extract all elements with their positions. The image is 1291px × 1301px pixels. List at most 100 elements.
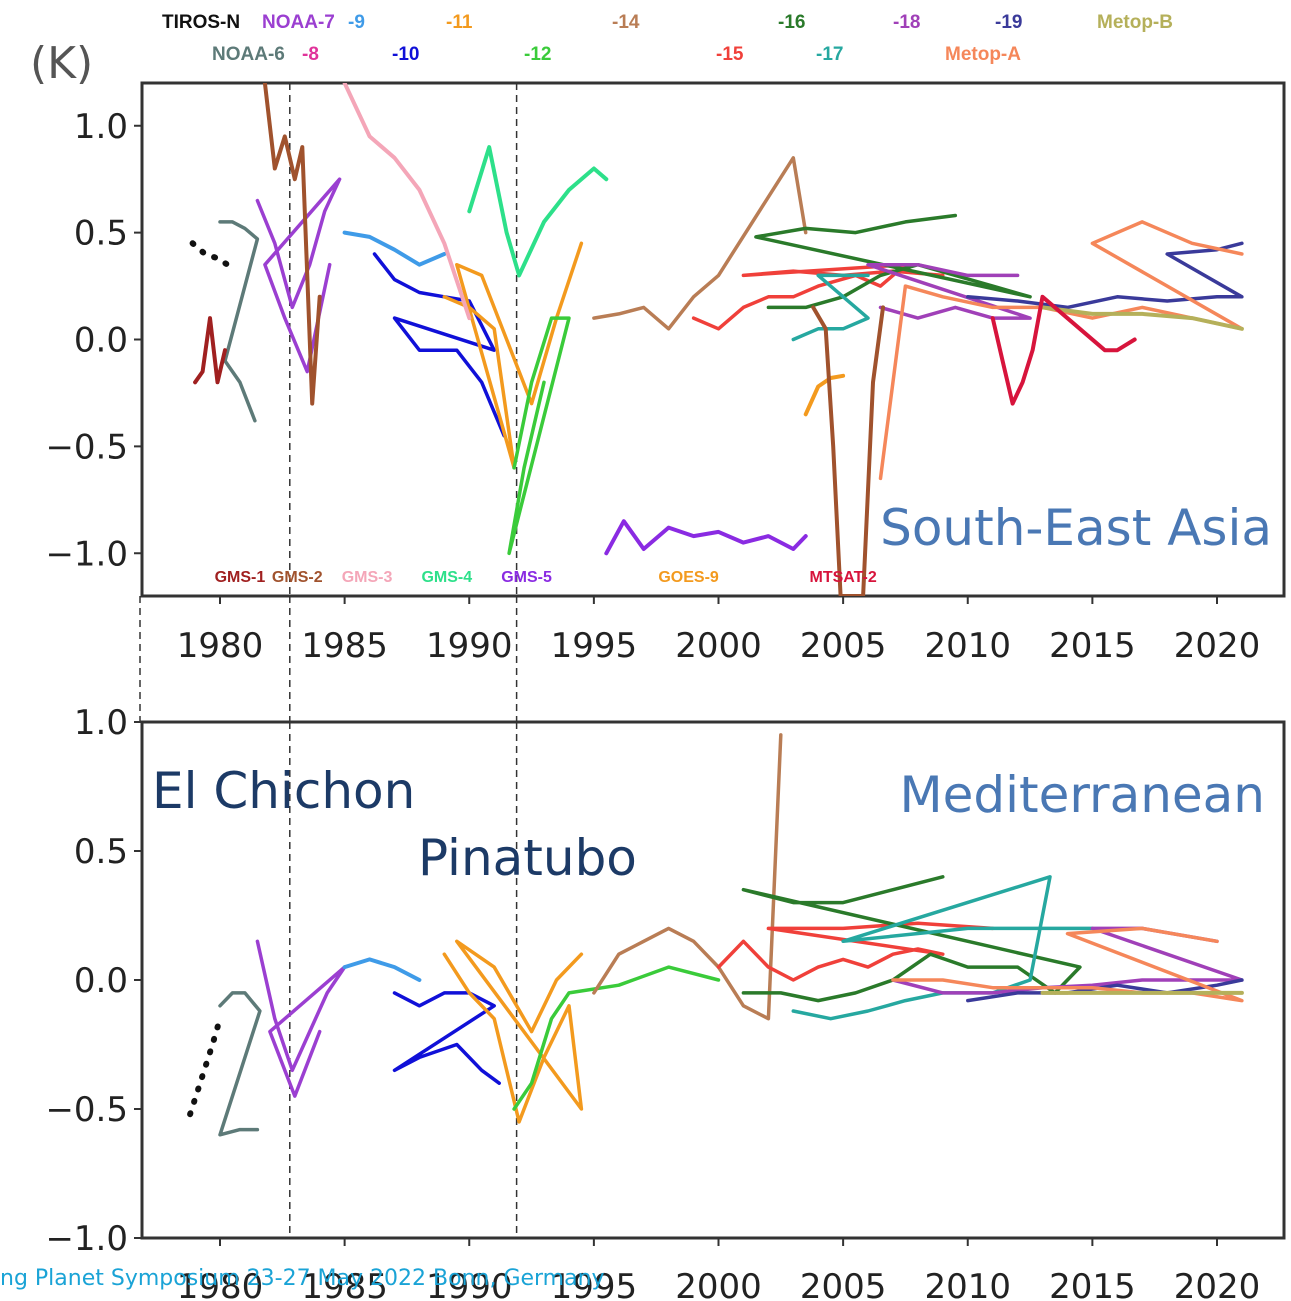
series-gms-4 bbox=[467, 145, 609, 278]
event-label-pinatubo: Pinatubo bbox=[418, 829, 637, 887]
geo-label-mtsat-2: MTSAT-2 bbox=[809, 569, 876, 586]
series-12 bbox=[512, 965, 721, 1111]
series-16 bbox=[741, 875, 1082, 1003]
x-tick-label: 1995 bbox=[551, 626, 638, 666]
legend-item-19: -19 bbox=[995, 12, 1022, 33]
panel-mediterranean: 1980 1985 1990 1995 2000 2005 2010 2015 2020 1.0 0… bbox=[45, 703, 1286, 1301]
x-tick-label: 1980 bbox=[177, 626, 264, 666]
legend-item-9: -9 bbox=[348, 12, 365, 33]
series-gms-2b bbox=[811, 305, 885, 596]
series-10 bbox=[392, 991, 501, 1085]
y-tick-label: −1.0 bbox=[45, 1219, 128, 1259]
series-11 bbox=[442, 241, 584, 470]
x-tick-label: 2020 bbox=[1174, 626, 1261, 666]
series-goes-9 bbox=[803, 373, 846, 417]
event-label-el-chichon: El Chichon bbox=[152, 762, 415, 820]
series-9 bbox=[342, 957, 422, 982]
y-tick-label: 0.0 bbox=[74, 961, 128, 1001]
series-noaa-7 bbox=[255, 177, 342, 374]
geo-satellite-labels: GMS-1 GMS-2 GMS-3 GMS-4 GMS-5 GOES-9 MTSAT-2 bbox=[215, 569, 877, 586]
legend-item-10: -10 bbox=[392, 44, 419, 65]
footer-text: ng Planet Symposium 23-27 May 2022 Bonn,… bbox=[0, 1266, 605, 1291]
x-tick-label: 2015 bbox=[1049, 1267, 1136, 1301]
geo-label-gms-1: GMS-1 bbox=[215, 569, 266, 586]
ticks-top: 1980 1985 1990 1995 2000 2005 2010 2015 2020 1.0 0… bbox=[45, 107, 1260, 666]
x-tick-label: 1980 bbox=[177, 1267, 264, 1301]
satellite-legend: TIROS-N NOAA-6 NOAA-7 -8 -9 -10 -11 -12 -14 -15 -1… bbox=[162, 12, 1173, 65]
y-tick-label: 1.0 bbox=[74, 107, 128, 147]
x-tick-label: 2000 bbox=[675, 1267, 762, 1301]
geo-label-gms-2: GMS-2 bbox=[272, 569, 323, 586]
y-tick-label: 0.5 bbox=[74, 214, 128, 254]
legend-item-15: -15 bbox=[716, 44, 744, 65]
legend-item-8: -8 bbox=[302, 44, 319, 65]
x-tick-label: 2010 bbox=[924, 626, 1011, 666]
legend-item-12: -12 bbox=[524, 44, 551, 65]
series-noaa-6 bbox=[218, 991, 262, 1137]
series-15 bbox=[716, 921, 995, 982]
y-tick-label: 0.0 bbox=[74, 321, 128, 361]
x-tick-label: 1990 bbox=[426, 1267, 513, 1301]
series-top bbox=[189, 83, 1244, 596]
x-tick-label: 1995 bbox=[551, 1267, 638, 1301]
series-metop-a bbox=[878, 220, 1244, 481]
series-11 bbox=[442, 939, 584, 1124]
legend-item-17: -17 bbox=[816, 44, 843, 65]
legend-item-16: -16 bbox=[778, 12, 805, 33]
legend-item-noaa-7: NOAA-7 bbox=[262, 12, 335, 33]
series-14 bbox=[592, 156, 808, 331]
x-tick-label: 2015 bbox=[1049, 626, 1136, 666]
legend-item-18: -18 bbox=[893, 12, 920, 33]
region-label-mediterranean: Mediterranean bbox=[899, 766, 1265, 824]
series-gms-5 bbox=[604, 519, 808, 556]
legend-item-metop-b: Metop-B bbox=[1097, 12, 1173, 33]
series-18 bbox=[866, 262, 1032, 320]
series-gms-1 bbox=[193, 316, 227, 385]
legend-item-noaa-6: NOAA-6 bbox=[212, 44, 285, 65]
x-tick-label: 2000 bbox=[675, 626, 762, 666]
x-tick-label: 1985 bbox=[301, 626, 388, 666]
series-gms-2 bbox=[262, 83, 322, 406]
series-bottom bbox=[187, 733, 1244, 1137]
y-tick-label: 1.0 bbox=[74, 703, 128, 743]
geo-label-gms-5: GMS-5 bbox=[501, 569, 552, 586]
series-noaa-6 bbox=[218, 220, 260, 423]
x-tick-label: 2020 bbox=[1174, 1267, 1261, 1301]
x-tick-label: 2005 bbox=[800, 1267, 887, 1301]
ticks-bottom: 1980 1985 1990 1995 2000 2005 2010 2015 2020 1.0 0… bbox=[45, 703, 1260, 1301]
y-tick-label: −0.5 bbox=[45, 1090, 128, 1130]
unit-label: (K) bbox=[30, 38, 93, 89]
panel-south-east-asia: 1980 1985 1990 1995 2000 2005 2010 2015 2020 1.0 0… bbox=[45, 81, 1286, 722]
series-tiros-n bbox=[189, 240, 231, 268]
series-noaa-7 bbox=[255, 939, 347, 1098]
event-lines-bottom bbox=[289, 722, 518, 1238]
x-tick-label: 2010 bbox=[924, 1267, 1011, 1301]
region-label-south-east-asia: South-East Asia bbox=[880, 499, 1272, 557]
series-tiros-n bbox=[187, 1015, 223, 1118]
series-mtsat-2 bbox=[990, 294, 1137, 406]
series-14 bbox=[592, 733, 783, 1021]
series-gms-3 bbox=[342, 83, 472, 321]
y-tick-label: 0.5 bbox=[74, 832, 128, 872]
series-17 bbox=[791, 273, 870, 342]
series-18 bbox=[891, 926, 1244, 995]
legend-item-11: -11 bbox=[446, 12, 473, 33]
y-tick-label: −1.0 bbox=[45, 534, 128, 574]
y-tick-label: −0.5 bbox=[45, 427, 128, 467]
series-19 bbox=[966, 978, 1244, 1003]
geo-label-goes-9: GOES-9 bbox=[658, 569, 719, 586]
event-lines-top bbox=[139, 83, 518, 722]
x-tick-label: 2005 bbox=[800, 626, 887, 666]
x-tick-label: 1985 bbox=[301, 1267, 388, 1301]
series-metop-b bbox=[1040, 305, 1244, 331]
series-12 bbox=[507, 316, 571, 556]
legend-item-14: -14 bbox=[612, 12, 640, 33]
series-10 bbox=[372, 252, 506, 438]
legend-item-tiros-n: TIROS-N bbox=[162, 12, 240, 33]
series-9 bbox=[342, 230, 447, 267]
geo-label-gms-3: GMS-3 bbox=[342, 569, 393, 586]
geo-label-gms-4: GMS-4 bbox=[421, 569, 472, 586]
legend-item-metop-a: Metop-A bbox=[945, 44, 1021, 65]
x-tick-label: 1990 bbox=[426, 626, 513, 666]
